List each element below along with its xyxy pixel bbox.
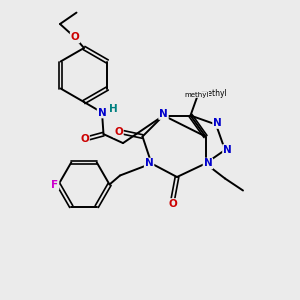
Text: N: N: [203, 158, 212, 169]
Text: N: N: [98, 107, 106, 118]
Text: H: H: [109, 104, 118, 114]
Text: O: O: [168, 199, 177, 209]
Text: O: O: [114, 127, 123, 137]
Text: N: N: [159, 109, 168, 119]
Text: N: N: [223, 145, 232, 155]
Text: F: F: [51, 179, 58, 190]
Text: methyl: methyl: [184, 92, 209, 98]
Text: O: O: [80, 134, 89, 144]
Text: O: O: [70, 32, 80, 43]
Text: N: N: [145, 158, 154, 169]
Text: N: N: [213, 118, 222, 128]
Text: methyl: methyl: [200, 88, 227, 98]
